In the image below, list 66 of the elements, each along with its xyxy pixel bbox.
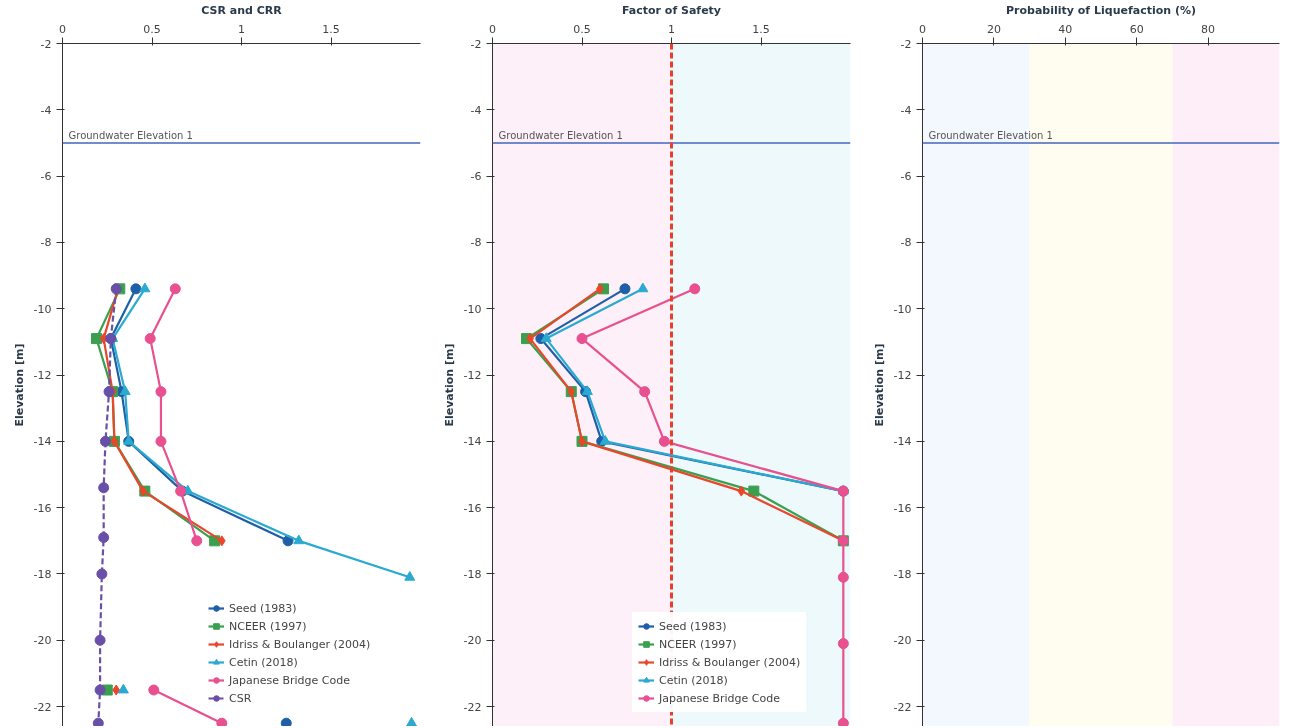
y-axis-title: Elevation [m] [872, 343, 886, 427]
y-tick-label: -12 [33, 369, 52, 383]
y-tick-label: -8 [900, 236, 912, 250]
y-tick-label: -6 [470, 170, 482, 184]
x-axis-title: Probability of Liquefaction (%) [1006, 3, 1196, 17]
x-tick-label: 0.5 [143, 22, 161, 36]
legend-label: Idriss & Boulanger (2004) [659, 654, 801, 670]
x-tick-label: 20 [986, 22, 1001, 36]
y-tick-label: -12 [463, 369, 482, 383]
y-tick-label: -22 [463, 700, 482, 714]
legend-label: Seed (1983) [659, 618, 727, 634]
y-tick-label: -16 [33, 501, 52, 515]
x-axis-title: Factor of Safety [621, 3, 722, 17]
y-tick-label: -16 [463, 501, 482, 515]
x-tick-label: 1.5 [322, 22, 340, 36]
y-axis-title: Elevation [m] [12, 343, 26, 427]
ref-line-label: Groundwater Elevation 1 [68, 129, 193, 141]
y-tick-label: -20 [463, 634, 482, 648]
y-tick-label: -16 [893, 501, 912, 515]
y-axis-title: Elevation [m] [442, 343, 456, 427]
y-tick-label: -2 [470, 37, 482, 51]
legend-label: Cetin (2018) [229, 654, 298, 670]
y-tick-label: -4 [470, 103, 482, 117]
legend-label: NCEER (1997) [659, 636, 737, 652]
y-tick-label: -4 [900, 103, 912, 117]
y-tick-label: -20 [893, 634, 912, 648]
x-tick-label: 1 [668, 22, 675, 36]
y-tick-label: -14 [33, 435, 52, 449]
y-tick-label: -22 [893, 700, 912, 714]
y-tick-label: -8 [470, 236, 482, 250]
y-tick-label: -6 [40, 170, 52, 184]
legend-label: Japanese Bridge Code [659, 690, 780, 706]
y-tick-label: -20 [33, 634, 52, 648]
x-tick-label: 60 [1129, 22, 1144, 36]
ref-line-label: Groundwater Elevation 1 [498, 129, 623, 141]
x-tick-label: 0 [919, 22, 926, 36]
x-tick-label: 40 [1058, 22, 1073, 36]
x-tick-label: 1 [238, 22, 245, 36]
legend-label: Japanese Bridge Code [229, 672, 350, 688]
x-tick-label: 0.5 [573, 22, 591, 36]
y-tick-label: -6 [900, 170, 912, 184]
legend-label: Cetin (2018) [659, 672, 728, 688]
x-tick-label: 0 [489, 22, 496, 36]
legend-label: Seed (1983) [229, 600, 297, 616]
y-tick-label: -10 [893, 302, 912, 316]
y-tick-label: -18 [33, 567, 52, 581]
y-tick-label: -10 [33, 302, 52, 316]
y-tick-label: -14 [463, 435, 482, 449]
legend-label: CSR [229, 690, 252, 706]
y-tick-label: -2 [40, 37, 52, 51]
x-tick-label: 1.5 [752, 22, 770, 36]
ref-line-label: Groundwater Elevation 1 [928, 129, 1053, 141]
x-tick-label: 0 [59, 22, 66, 36]
y-tick-label: -18 [463, 567, 482, 581]
x-tick-label: 80 [1201, 22, 1216, 36]
y-tick-label: -8 [40, 236, 52, 250]
y-tick-label: -4 [40, 103, 52, 117]
legend-label: NCEER (1997) [229, 618, 307, 634]
y-tick-label: -12 [893, 369, 912, 383]
y-tick-label: -2 [900, 37, 912, 51]
y-tick-label: -18 [893, 567, 912, 581]
y-tick-label: -22 [33, 700, 52, 714]
x-axis-title: CSR and CRR [201, 3, 283, 17]
legend-label: Idriss & Boulanger (2004) [229, 636, 371, 652]
y-tick-label: -10 [463, 302, 482, 316]
y-tick-label: -14 [893, 435, 912, 449]
